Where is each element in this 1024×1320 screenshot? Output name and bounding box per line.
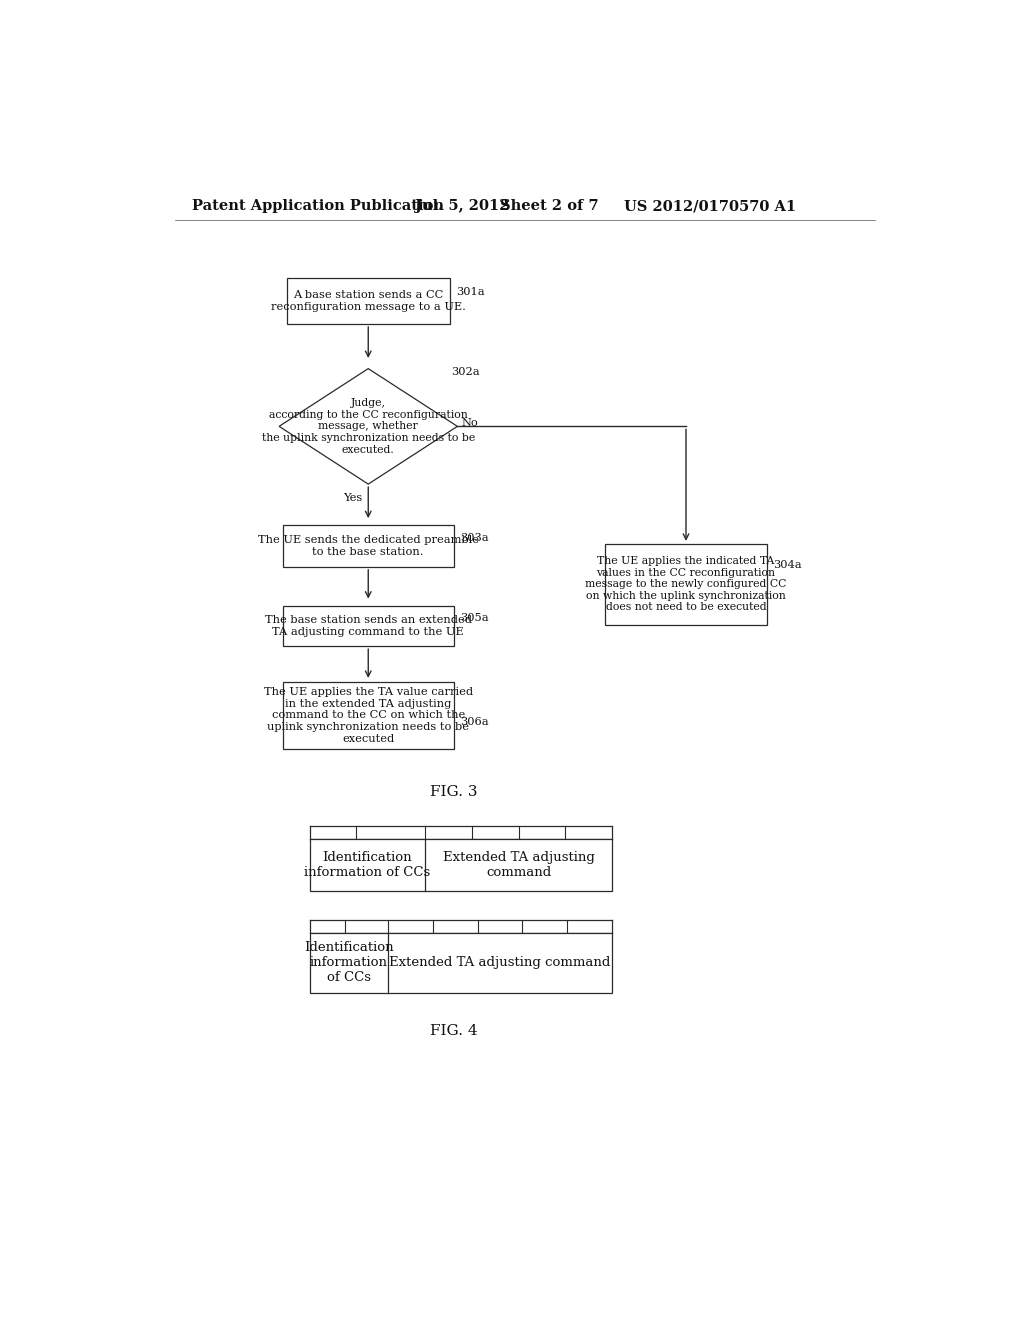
Text: The UE applies the TA value carried
in the extended TA adjusting
command to the : The UE applies the TA value carried in t…: [264, 688, 473, 743]
FancyBboxPatch shape: [604, 544, 767, 624]
Text: Patent Application Publication: Patent Application Publication: [191, 199, 443, 213]
Text: FIG. 3: FIG. 3: [430, 784, 477, 799]
Text: The UE sends the dedicated preamble
to the base station.: The UE sends the dedicated preamble to t…: [258, 535, 479, 557]
Text: Extended TA adjusting command: Extended TA adjusting command: [389, 956, 610, 969]
Text: 305a: 305a: [460, 614, 488, 623]
Text: US 2012/0170570 A1: US 2012/0170570 A1: [624, 199, 796, 213]
Text: 306a: 306a: [460, 717, 488, 726]
Text: Yes: Yes: [343, 492, 362, 503]
Polygon shape: [280, 368, 458, 484]
Text: FIG. 4: FIG. 4: [430, 1024, 477, 1039]
Text: A base station sends a CC
reconfiguration message to a UE.: A base station sends a CC reconfiguratio…: [270, 290, 466, 312]
Text: 302a: 302a: [452, 367, 480, 378]
Text: The UE applies the indicated TA
values in the CC reconfiguration
message to the : The UE applies the indicated TA values i…: [586, 556, 786, 612]
FancyBboxPatch shape: [283, 681, 454, 750]
Text: 304a: 304a: [773, 560, 802, 570]
Text: Sheet 2 of 7: Sheet 2 of 7: [500, 199, 599, 213]
FancyBboxPatch shape: [310, 933, 612, 993]
Text: Extended TA adjusting
command: Extended TA adjusting command: [442, 851, 595, 879]
FancyBboxPatch shape: [283, 606, 454, 647]
Text: Jul. 5, 2012: Jul. 5, 2012: [415, 199, 509, 213]
FancyBboxPatch shape: [283, 524, 454, 566]
Text: 301a: 301a: [456, 286, 484, 297]
Text: 303a: 303a: [460, 533, 488, 543]
Text: The base station sends an extended
TA adjusting command to the UE: The base station sends an extended TA ad…: [265, 615, 472, 638]
Text: Identification
information
of CCs: Identification information of CCs: [304, 941, 393, 985]
Text: Identification
information of CCs: Identification information of CCs: [304, 851, 431, 879]
Text: Judge,
according to the CC reconfiguration
message, whether
the uplink synchroni: Judge, according to the CC reconfigurati…: [261, 399, 475, 454]
Text: No: No: [461, 417, 478, 428]
FancyBboxPatch shape: [310, 838, 612, 891]
FancyBboxPatch shape: [287, 277, 450, 323]
